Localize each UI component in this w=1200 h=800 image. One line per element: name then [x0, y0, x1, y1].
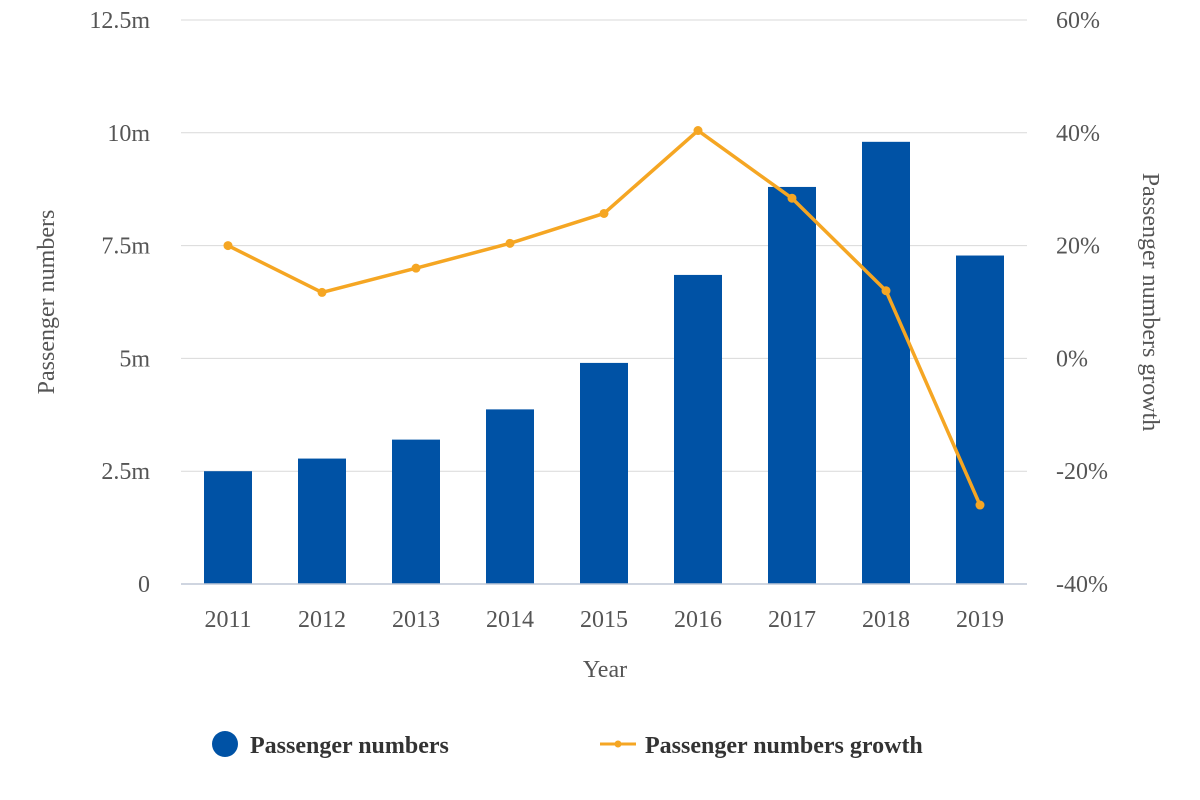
growth-point-2011: [223, 241, 233, 251]
legend-label-passenger-numbers-growth: Passenger numbers growth: [645, 733, 923, 759]
y2-tick-label: 60%: [1056, 8, 1100, 34]
y-tick-label: 7.5m: [101, 234, 150, 260]
growth-point-2014: [505, 238, 515, 248]
x-tick-label: 2019: [956, 607, 1004, 633]
x-axis-title: Year: [583, 657, 627, 683]
bar-2015: [580, 362, 628, 584]
growth-point-2018: [881, 286, 891, 296]
growth-point-2012: [317, 287, 327, 297]
axes: 0 2.5m 5m 7.5m 10m 12.5m -40% -20% 0% 20% 40% 60% 20…: [89, 8, 1108, 633]
growth-point-2013: [411, 263, 421, 273]
y-axis-title: Passenger numbers: [34, 210, 60, 395]
growth-point-2015: [599, 208, 609, 218]
x-tick-label: 2016: [674, 607, 722, 633]
y-tick-label: 10m: [107, 121, 150, 147]
bar-2014: [486, 409, 534, 584]
x-tick-label: 2013: [392, 607, 440, 633]
line-series: [223, 126, 985, 510]
bar-2018: [862, 141, 910, 584]
y2-axis-title: Passenger numbers growth: [1137, 173, 1163, 432]
legend-bar-swatch: [212, 731, 238, 757]
y2-tick-label: -20%: [1056, 459, 1108, 485]
x-tick-label: 2017: [768, 607, 816, 633]
y-tick-label: 12.5m: [89, 8, 150, 34]
bar-2013: [392, 439, 440, 584]
y-tick-label: 2.5m: [101, 459, 150, 485]
x-tick-label: 2011: [204, 607, 251, 633]
bar-2012: [298, 458, 346, 584]
bar-2017: [768, 186, 816, 584]
x-tick-label: 2012: [298, 607, 346, 633]
y-tick-label: 5m: [119, 346, 150, 372]
bar-2016: [674, 274, 722, 584]
y2-tick-label: -40%: [1056, 572, 1108, 598]
y2-tick-label: 40%: [1056, 121, 1100, 147]
bar-2011: [204, 471, 252, 584]
legend: Passenger numbers Passenger numbers grow…: [212, 731, 923, 759]
x-tick-label: 2014: [486, 607, 534, 633]
y2-tick-label: 0%: [1056, 346, 1088, 372]
growth-point-2019: [975, 500, 985, 510]
legend-label-passenger-numbers: Passenger numbers: [250, 733, 449, 759]
growth-point-2016: [693, 126, 703, 136]
y-tick-label: 0: [138, 572, 150, 598]
x-tick-label: 2015: [580, 607, 628, 633]
y2-tick-label: 20%: [1056, 234, 1100, 260]
bar-2019: [956, 255, 1004, 584]
x-tick-label: 2018: [862, 607, 910, 633]
legend-line-marker: [614, 740, 622, 748]
growth-point-2017: [787, 193, 797, 203]
bar-series: [204, 141, 1004, 584]
